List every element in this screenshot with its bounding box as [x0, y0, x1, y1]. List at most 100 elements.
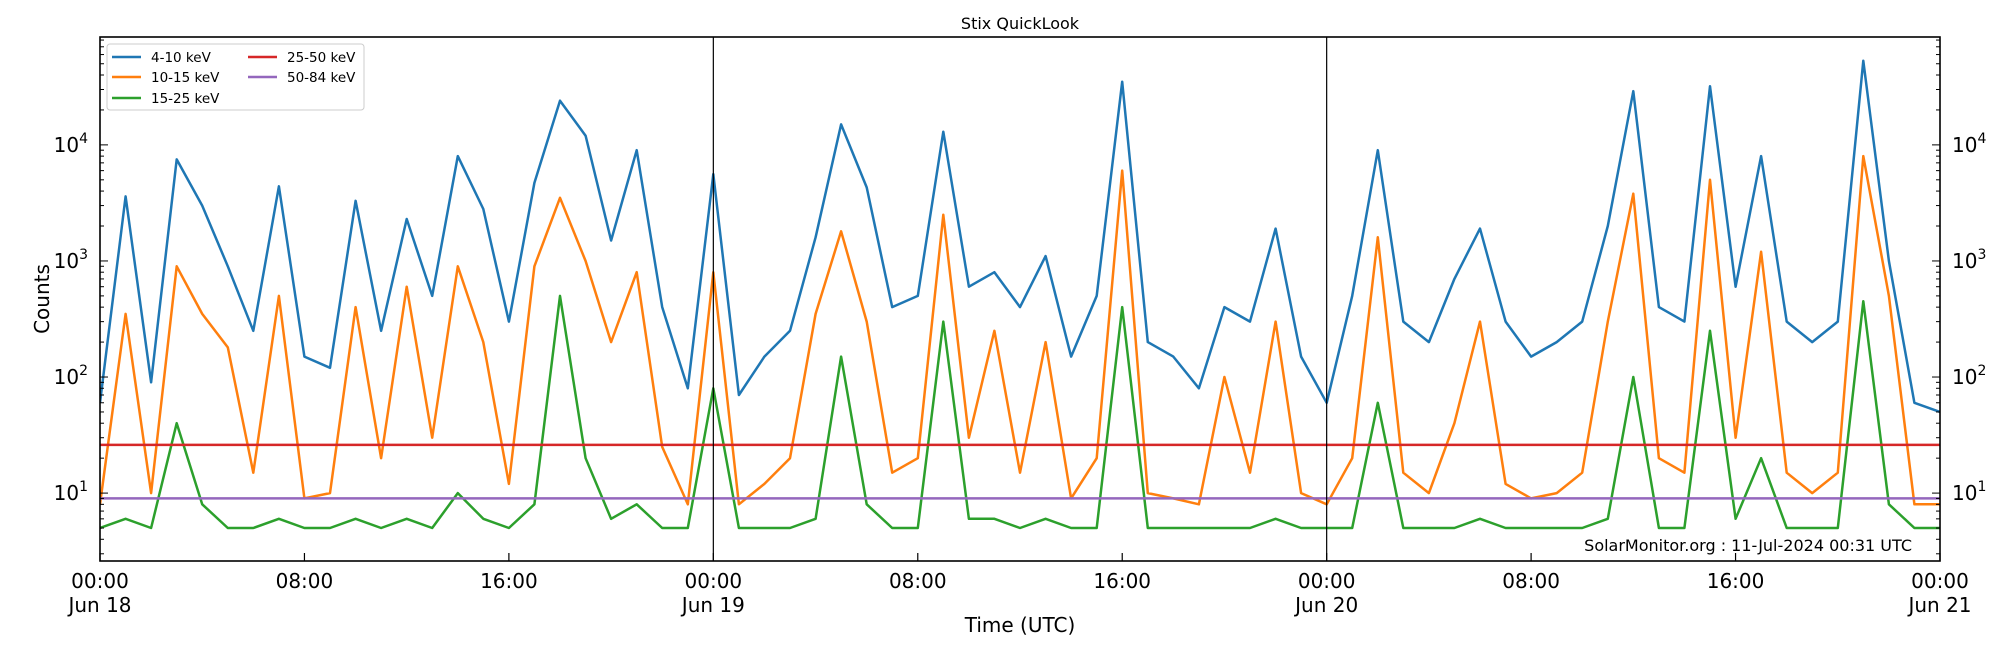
legend-label: 50-84 keV	[287, 70, 356, 86]
data-point	[252, 444, 255, 446]
data-point	[1223, 497, 1226, 500]
data-point	[661, 444, 664, 446]
data-point	[584, 457, 587, 459]
data-point	[1044, 341, 1047, 343]
data-point	[1581, 444, 1584, 446]
data-point	[968, 285, 970, 288]
data-point	[1632, 192, 1635, 195]
data-point	[1888, 503, 1890, 506]
data-point	[916, 497, 919, 500]
data-point	[891, 306, 894, 308]
y-tick-label-right: 101	[1952, 479, 1986, 505]
data-point	[1785, 527, 1788, 529]
data-point	[1555, 444, 1558, 446]
data-point	[1376, 149, 1379, 151]
series-line-10-15-keV	[100, 154, 1940, 506]
data-point	[1095, 527, 1098, 529]
data-point	[150, 444, 152, 446]
data-point	[891, 497, 894, 500]
x-tick-date-label: Jun 19	[680, 593, 745, 617]
data-point	[1172, 497, 1175, 500]
data-point	[865, 503, 868, 506]
data-point	[329, 444, 331, 446]
x-tick-label: 16:00	[1093, 569, 1151, 593]
data-point	[661, 497, 664, 500]
data-point	[993, 518, 996, 520]
data-point	[686, 497, 689, 500]
data-point	[1836, 444, 1839, 446]
data-point	[584, 260, 587, 262]
data-point	[1632, 497, 1635, 500]
data-point	[1913, 444, 1916, 446]
data-point	[175, 422, 178, 425]
data-point	[1530, 355, 1532, 358]
data-point	[916, 444, 919, 446]
data-point	[1402, 471, 1405, 474]
data-point	[380, 444, 382, 446]
data-point	[1402, 444, 1405, 446]
data-point	[789, 330, 791, 332]
data-point	[738, 394, 740, 396]
data-point	[1555, 497, 1558, 500]
data-point	[1811, 492, 1814, 494]
data-point	[1428, 444, 1430, 446]
data-point	[1274, 227, 1277, 230]
data-point	[1300, 497, 1302, 500]
data-point	[968, 444, 970, 446]
data-point	[1019, 527, 1021, 529]
data-point	[175, 444, 178, 446]
data-point	[968, 518, 970, 520]
data-point	[1198, 387, 1200, 390]
data-point	[559, 295, 561, 297]
series-line-15-25-keV	[100, 294, 1940, 530]
data-point	[661, 446, 664, 448]
data-point	[1913, 503, 1916, 506]
data-point	[1019, 471, 1021, 474]
data-point	[610, 497, 612, 500]
data-point	[175, 497, 178, 500]
data-point	[865, 444, 868, 446]
data-point	[1632, 376, 1635, 378]
x-tick-date-label: Jun 18	[66, 593, 131, 617]
data-point	[1044, 444, 1047, 446]
data-point	[303, 497, 306, 500]
data-point	[1479, 320, 1481, 323]
data-point	[456, 265, 459, 268]
data-point	[1785, 444, 1788, 446]
data-point	[226, 265, 229, 268]
data-point	[1913, 497, 1916, 500]
data-point	[201, 444, 204, 446]
data-point	[1888, 497, 1890, 500]
data-point	[1121, 306, 1124, 308]
data-point	[1862, 60, 1865, 62]
data-point	[431, 436, 434, 439]
data-point	[738, 497, 740, 500]
data-point	[1428, 492, 1430, 494]
data-point	[533, 497, 536, 500]
data-point	[763, 355, 766, 358]
data-point	[738, 527, 740, 529]
data-point	[1019, 306, 1021, 308]
data-point	[354, 199, 357, 202]
data-point	[405, 518, 408, 520]
data-point	[1428, 497, 1430, 500]
chart-title: Stix QuickLook	[961, 14, 1080, 33]
data-point	[1249, 497, 1251, 500]
x-tick-label: 08:00	[1502, 569, 1560, 593]
data-point	[1504, 527, 1507, 529]
data-point	[1146, 497, 1149, 500]
data-point	[993, 271, 996, 273]
data-point	[1606, 518, 1609, 520]
legend-box	[106, 43, 365, 111]
data-point	[1606, 320, 1609, 323]
data-point	[1862, 444, 1865, 446]
data-point	[559, 197, 561, 199]
data-point	[303, 444, 306, 446]
data-point	[559, 497, 561, 500]
data-point	[1862, 497, 1865, 500]
y-axis-label: Counts	[30, 264, 54, 334]
data-point	[1351, 295, 1354, 297]
data-point	[1095, 457, 1098, 459]
data-point	[533, 265, 536, 268]
